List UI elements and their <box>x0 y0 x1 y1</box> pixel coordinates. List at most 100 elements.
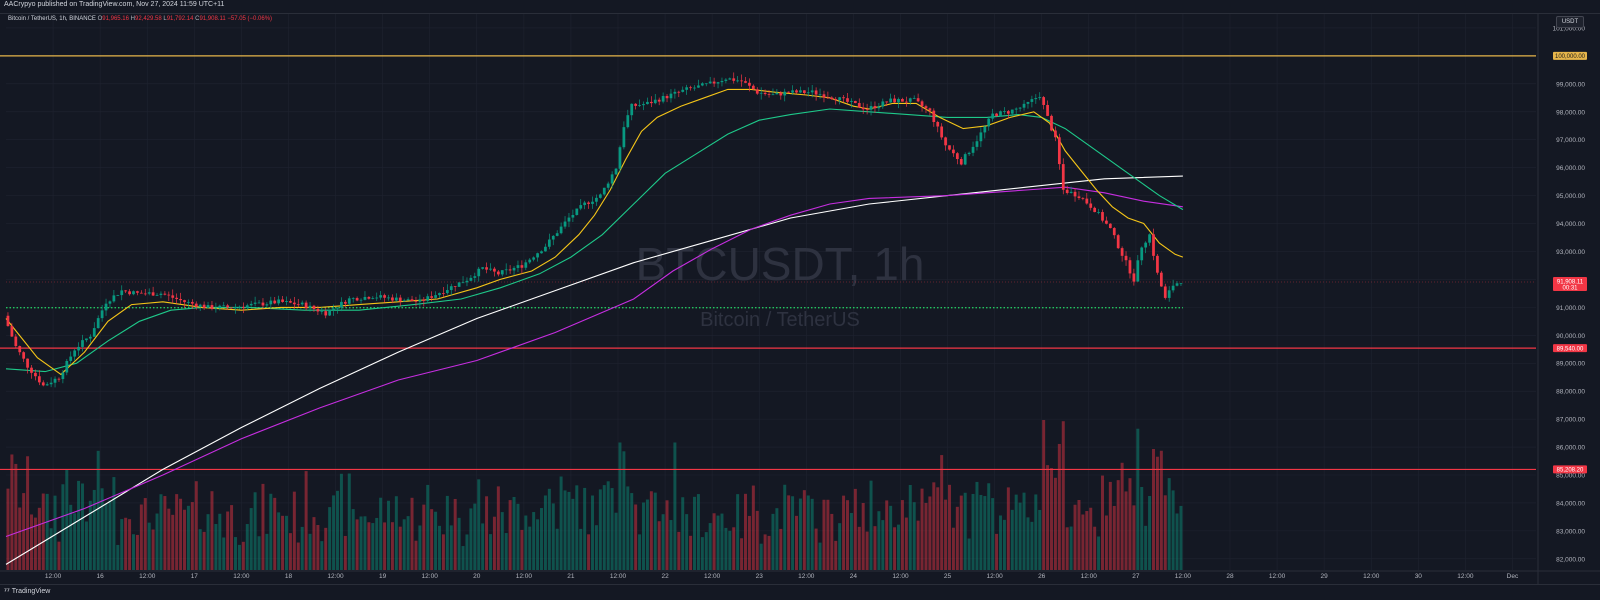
candle-body <box>681 89 685 92</box>
volume-bar <box>81 483 84 570</box>
candle-body <box>622 127 626 148</box>
volume-bar <box>814 528 818 570</box>
candle-body <box>336 307 339 309</box>
candle-body <box>34 372 37 377</box>
candle-body <box>1105 220 1108 224</box>
volume-bar <box>583 487 587 570</box>
time-tick-label: 19 <box>379 573 387 580</box>
candle-body <box>1128 260 1132 274</box>
volume-bar <box>1148 495 1152 570</box>
candle-body <box>1179 283 1183 285</box>
candle-body <box>787 91 791 93</box>
candle-body <box>269 300 273 305</box>
volume-bar <box>288 533 292 570</box>
candle-body <box>540 251 543 254</box>
time-tick-label: 12:00 <box>327 573 344 580</box>
time-tick-label: 26 <box>1038 573 1046 580</box>
tradingview-logo-text: TradingView <box>11 588 51 595</box>
candle-body <box>936 122 940 127</box>
candle-body <box>673 91 677 94</box>
volume-bar <box>214 524 218 570</box>
currency-button[interactable]: USDT <box>1556 16 1584 28</box>
volume-bar <box>912 502 916 570</box>
volume-bar <box>367 522 371 570</box>
legend-low: 91,792.14 <box>166 16 194 22</box>
volume-bar <box>465 534 469 570</box>
volume-bar <box>45 493 49 570</box>
candle-body <box>1116 235 1120 249</box>
time-tick-label: 17 <box>191 573 199 580</box>
candle-body <box>618 147 622 169</box>
volume-bar <box>351 509 355 570</box>
candle-body <box>924 106 928 109</box>
volume-bar <box>979 494 983 570</box>
candle-body <box>1167 290 1171 298</box>
volume-bar <box>139 504 143 570</box>
candle-body <box>869 106 873 110</box>
volume-bar <box>759 543 763 570</box>
volume-bar <box>194 481 198 570</box>
candle-body <box>104 303 108 311</box>
candle-body <box>850 100 853 102</box>
volume-bar <box>1101 475 1104 570</box>
price-tick-label: 98,000.00 <box>1556 109 1585 116</box>
candle-body <box>18 346 22 353</box>
volume-bar <box>1132 505 1136 570</box>
candle-body <box>1148 234 1151 243</box>
time-tick-label: 12:00 <box>1363 573 1380 580</box>
volume-bar <box>693 496 696 570</box>
candle-body <box>877 106 881 109</box>
candle-body <box>277 299 281 304</box>
volume-bar <box>928 496 932 570</box>
time-axis[interactable]: 12:00 16 12:00 17 12:00 18 12:00 19 12:00 20 12:00… <box>0 570 1600 580</box>
volume-bar <box>598 489 602 570</box>
candle-body <box>245 305 249 308</box>
candle-body <box>132 291 135 295</box>
candle-body <box>736 80 740 82</box>
bottom-bar: ⁷⁷ TradingView <box>0 584 1600 600</box>
volume-bar <box>332 495 336 570</box>
volume-bar <box>751 485 755 570</box>
price-axis[interactable]: 101,000.00 100,000.00 99,000.00 98,000.00 97… <box>1552 25 1587 563</box>
volume-bar <box>551 503 555 570</box>
price-tick-label: 94,000.00 <box>1556 221 1585 228</box>
volume-bar <box>77 480 81 570</box>
volume-bar <box>402 519 406 570</box>
candle-body <box>453 286 457 288</box>
candle-body <box>10 326 14 337</box>
candle-body <box>1050 115 1053 131</box>
volume-bar <box>955 506 959 570</box>
volume-bar <box>22 493 26 570</box>
volume-bar <box>873 526 877 570</box>
volume-bar <box>983 496 987 570</box>
volume-bar <box>308 533 312 570</box>
volume-bar <box>234 537 237 570</box>
legend-open: 91,965.16 <box>102 16 129 22</box>
candle-body <box>853 100 857 104</box>
candle-body <box>379 295 383 298</box>
sma-slow-line <box>5 186 1183 538</box>
candle-body <box>1144 242 1148 248</box>
candle-body <box>128 291 131 295</box>
candle-body <box>967 152 971 155</box>
candle-body <box>1069 191 1073 193</box>
volume-bar <box>316 524 320 570</box>
volume-bar <box>112 477 116 570</box>
candle-body <box>814 90 818 95</box>
candle-body <box>1054 130 1057 138</box>
symbol-legend: Bitcoin / TetherUS, 1h, BINANCE O91,965.… <box>8 16 272 22</box>
volume-bar <box>175 494 179 570</box>
volume-bar <box>838 523 842 570</box>
candle-body <box>779 92 783 96</box>
candle-body <box>771 94 775 96</box>
candle-body <box>328 310 332 316</box>
volume-bar <box>1124 491 1128 570</box>
volume-bar <box>379 497 383 570</box>
volume-bar <box>1026 517 1030 570</box>
candle-body <box>830 97 834 100</box>
price-chart[interactable]: BTCUSDT, 1h Bitcoin / TetherUS 101,000.0… <box>0 14 1600 584</box>
candle-body <box>230 307 233 309</box>
volume-bar <box>343 535 347 570</box>
candle-body <box>865 109 869 111</box>
volume-bar <box>30 514 33 570</box>
